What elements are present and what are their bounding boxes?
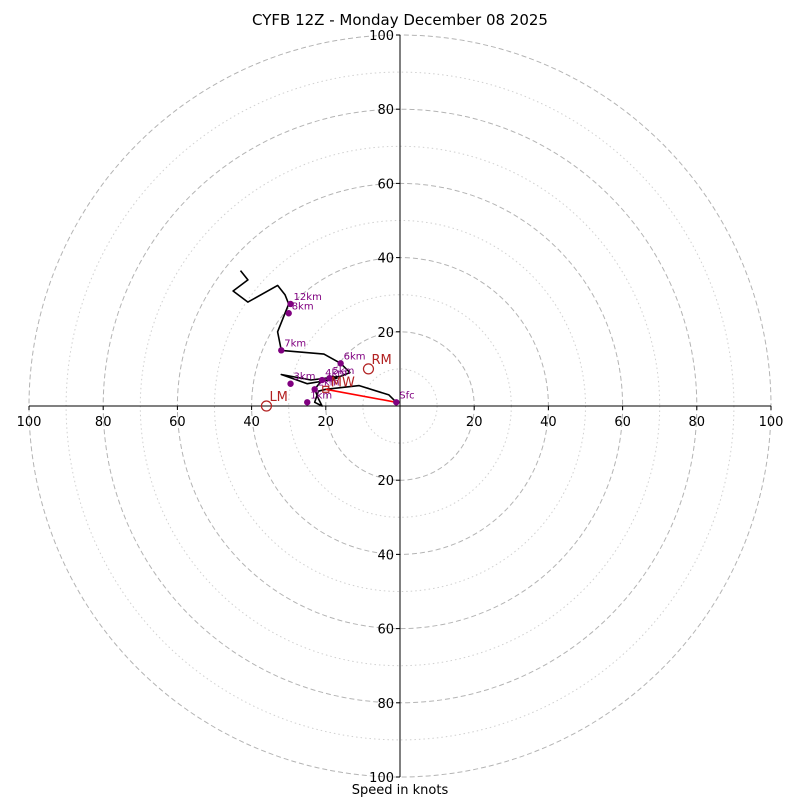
x-axis-label: Speed in knots [351, 783, 449, 798]
y-tick-label: 60 [377, 177, 394, 192]
x-tick-label: 40 [540, 415, 557, 430]
x-tick-label: 60 [169, 415, 186, 430]
storm-motion-label-RM: RM [371, 353, 391, 368]
y-tick-label: 80 [377, 103, 394, 118]
y-tick-label: 20 [377, 474, 394, 489]
height-label-1km: 1km [310, 390, 332, 401]
height-point-8km [285, 310, 292, 317]
y-tick-label: 20 [377, 326, 394, 341]
tick-labels: 100 100 80 80 60 60 40 40 20 20 20 20 40 40 60 60 80 80 10… [17, 29, 784, 786]
height-label-7km: 7km [284, 338, 306, 349]
height-point-5km [326, 374, 333, 382]
x-tick-label: 60 [614, 415, 631, 430]
hodograph-series [232, 270, 397, 407]
height-point-Sfc [393, 399, 400, 406]
x-tick-label: 80 [95, 415, 112, 430]
shear-vector [325, 388, 397, 404]
x-tick-label: 20 [466, 415, 483, 430]
x-tick-label: 20 [318, 415, 335, 430]
height-point-7km [278, 347, 285, 354]
y-tick-label: 40 [377, 548, 394, 563]
storm-motion-LM [260, 400, 273, 412]
x-tick-label: 100 [17, 415, 42, 430]
height-point-2km [311, 386, 318, 393]
height-point-1km [304, 399, 311, 406]
height-label-4km: 4km [325, 368, 347, 379]
height-label-3km: 3km [294, 372, 316, 383]
x-tick-label: 100 [759, 415, 784, 430]
mean-wind-marker [322, 385, 330, 393]
storm-motion-RM [362, 363, 375, 375]
height-label-8km: 8km [292, 301, 314, 312]
height-point-4km [318, 376, 326, 384]
x-tick-label: 80 [689, 415, 706, 430]
y-tick-label: 40 [377, 252, 394, 267]
height-label-5km: 5km [333, 366, 355, 377]
y-tick-label: 60 [377, 623, 394, 638]
storm-motion-label-LM: LM [269, 390, 287, 405]
height-label-6km: 6km [344, 351, 366, 362]
hodograph-line [232, 270, 397, 407]
y-tick-label: 100 [369, 771, 394, 786]
chart-title: CYFB 12Z - Monday December 08 2025 [252, 11, 548, 29]
axes [29, 35, 771, 777]
y-tick-label: 100 [369, 29, 394, 44]
height-point-3km [287, 380, 294, 387]
height-label-12km: 12km [294, 292, 322, 303]
height-label-2km: 2km [318, 377, 340, 388]
y-tick-label: 80 [377, 697, 394, 712]
height-point-6km [337, 360, 344, 367]
height-point-12km [287, 300, 294, 308]
height-label-Sfc: Sfc [399, 390, 414, 401]
mean-wind-label: MW [331, 375, 355, 390]
x-tick-label: 40 [243, 415, 260, 430]
